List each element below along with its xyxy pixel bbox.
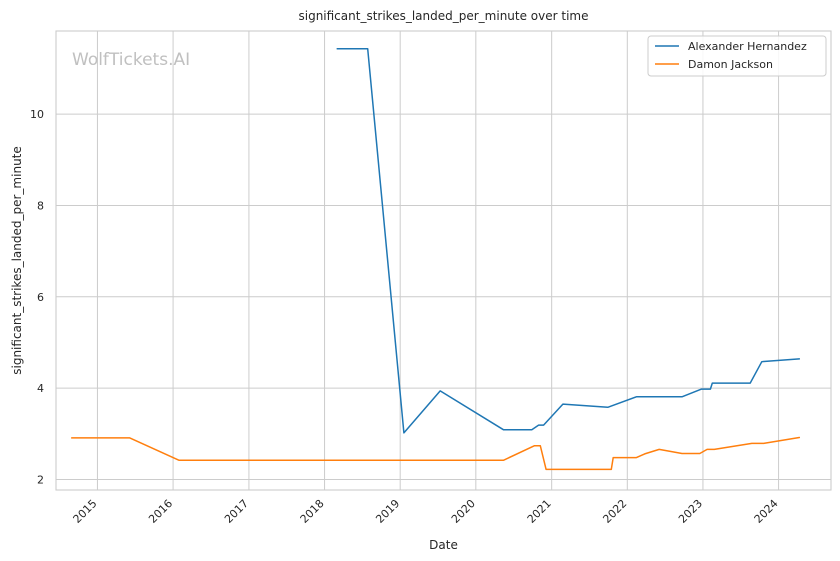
grid-layer	[56, 31, 831, 490]
y-tick-label: 2	[37, 473, 44, 486]
y-axis-label: significant_strikes_landed_per_minute	[10, 146, 24, 375]
y-tick-label: 4	[37, 382, 44, 395]
y-tick-label: 6	[37, 291, 44, 304]
legend-box	[647, 35, 827, 77]
tick-label-layer: 2015 2016 2017 2018 2019 2020 2021 2022 2023 2024…	[30, 108, 781, 526]
y-tick-label: 8	[37, 199, 44, 212]
legend: Alexander Hernandez Damon Jackson	[647, 35, 827, 77]
legend-label: Damon Jackson	[688, 58, 773, 71]
chart-title: significant_strikes_landed_per_minute ov…	[298, 9, 588, 23]
legend-label: Alexander Hernandez	[688, 40, 807, 53]
plot-frame	[55, 30, 832, 491]
series-layer	[70, 48, 801, 471]
series-line	[336, 48, 801, 434]
y-tick-label: 10	[30, 108, 44, 121]
watermark: WolfTickets.AI	[72, 50, 190, 70]
x-axis-label: Date	[429, 538, 458, 552]
series-line	[70, 436, 801, 471]
